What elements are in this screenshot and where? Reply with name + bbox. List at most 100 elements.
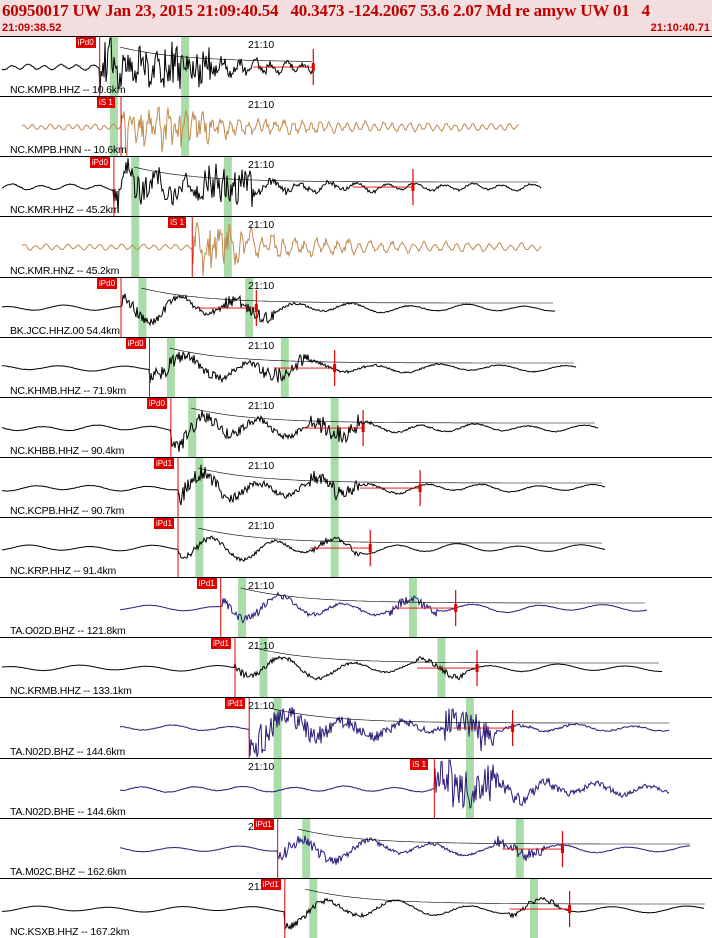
coda-curve xyxy=(269,708,670,724)
trace-panel[interactable]: 21:10 iPd0 NC.KMR.HHZ -- 45.2km xyxy=(0,156,712,218)
pick-flag[interactable]: iPd1 xyxy=(253,818,274,830)
phase-window xyxy=(138,277,147,338)
trace-panel[interactable]: 21:10 iPd1 NC.KCPB.HHZ -- 90.7km xyxy=(0,456,712,519)
waveform-trace xyxy=(2,464,606,506)
trace-panel[interactable]: 21:10 iS 1 TA.N02D.BHE -- 144.6km xyxy=(0,757,712,819)
pick-flag[interactable]: iPd0 xyxy=(75,37,96,48)
coda-curve xyxy=(304,888,705,905)
time-tick-label: 21:10 xyxy=(248,39,275,51)
time-tick-label: 21:10 xyxy=(248,159,275,172)
waveform-plot xyxy=(1,37,315,97)
channel-label: BK.JCC.HHZ.00 54.4km xyxy=(10,324,120,337)
phase-window xyxy=(309,878,318,938)
phase-window xyxy=(238,578,247,639)
waveform-trace xyxy=(119,759,670,809)
coda-curve xyxy=(297,828,690,845)
time-tick-label: 21:10 xyxy=(248,219,275,232)
pick-flag[interactable]: iS 1 xyxy=(410,758,429,770)
phase-window xyxy=(109,37,118,97)
time-tick-label: 21:10 xyxy=(248,640,275,653)
channel-label: NC.KSXB.HHZ -- 167.2km xyxy=(10,925,130,938)
time-tick-label: 21:10 xyxy=(248,700,275,713)
time-tick-label: 21:10 xyxy=(248,339,275,352)
channel-label: NC.KMPB.HNN -- 10.6km xyxy=(10,144,127,157)
trace-panel[interactable]: 21:10 iPd1 NC.KRP.HHZ -- 91.4km xyxy=(0,517,712,579)
pick-flag[interactable]: iS 1 xyxy=(168,217,187,229)
amplitude-marker-head xyxy=(418,483,422,492)
channel-label: NC.KRP.HHZ -- 91.4km xyxy=(10,565,117,578)
pick-flag[interactable]: iPd1 xyxy=(154,457,175,469)
waveform-plot xyxy=(1,397,599,458)
waveform-plot xyxy=(1,518,606,579)
waveform-plot xyxy=(2,878,705,938)
waveform-trace xyxy=(21,222,542,277)
channel-label: NC.KHMB.HHZ -- 71.9km xyxy=(10,384,126,397)
channel-label: TA.O02D.BHZ -- 121.8km xyxy=(10,625,126,638)
pick-flag[interactable]: iPd1 xyxy=(196,578,217,590)
pick-flag[interactable]: iPd0 xyxy=(146,397,167,409)
amplitude-marker-head xyxy=(454,604,458,613)
channel-label: NC.KCPB.HHZ -- 90.7km xyxy=(10,505,125,518)
pick-flag[interactable]: iPd0 xyxy=(97,277,118,289)
trace-panel[interactable]: 21:10 iPd0 NC.KHMB.HHZ -- 71.9km xyxy=(0,336,712,398)
coda-curve xyxy=(140,287,553,303)
phase-window xyxy=(181,97,190,158)
waveform-trace xyxy=(119,835,691,865)
amplitude-marker-head xyxy=(475,664,479,673)
window-end-time: 21:10:40.71 xyxy=(650,22,710,34)
amplitude-marker-head xyxy=(511,724,515,733)
trace-panel-list[interactable]: 21:10 iPd0 NC.KMPB.HHZ -- 10.6km 21:10 iS 1 N… xyxy=(0,36,712,938)
time-tick-label: 21:10 xyxy=(248,99,275,112)
phase-window xyxy=(109,97,118,158)
pick-flag[interactable]: iPd1 xyxy=(260,878,281,890)
trace-panel[interactable]: 21:10 iPd1 TA.N02D.BHZ -- 144.6km xyxy=(0,697,712,759)
amplitude-marker-head xyxy=(568,904,572,913)
waveform-plot xyxy=(1,337,577,398)
phase-window xyxy=(181,37,190,97)
amplitude-marker-head xyxy=(368,544,372,553)
trace-panel[interactable]: 21:10 iPd1 TA.O02D.BHZ -- 121.8km xyxy=(0,577,712,639)
pick-flag[interactable]: iPd0 xyxy=(89,157,110,169)
phase-window xyxy=(273,698,282,759)
event-title: 60950017 UW Jan 23, 2015 21:09:40.54 40.… xyxy=(2,1,650,20)
coda-curve xyxy=(190,407,595,424)
pick-flag[interactable]: iPd1 xyxy=(225,698,246,710)
phase-window xyxy=(302,818,311,879)
channel-label: NC.KMR.HNZ -- 45.2km xyxy=(10,264,120,277)
waveform-plot xyxy=(119,818,691,879)
time-tick-label: 21:10 xyxy=(248,279,275,292)
channel-label: NC.KRMB.HHZ -- 133.1km xyxy=(10,685,132,698)
coda-curve xyxy=(169,347,574,363)
waveform-trace xyxy=(21,106,520,157)
waveform-trace xyxy=(1,535,606,563)
coda-curve xyxy=(133,166,538,183)
time-tick-label: 21:10 xyxy=(248,580,275,593)
waveform-plot xyxy=(1,638,663,699)
pick-flag[interactable]: iPd1 xyxy=(210,638,231,650)
trace-panel[interactable]: 21:10 iPd0 NC.KMPB.HHZ -- 10.6km xyxy=(0,36,712,98)
trace-panel[interactable]: 21:10 iPd0 BK.JCC.HHZ.00 54.4km xyxy=(0,276,712,338)
pick-flag[interactable]: iPd1 xyxy=(154,518,175,530)
trace-panel[interactable]: 21:10 iS 1 NC.KMPB.HNN -- 10.6km xyxy=(0,96,712,158)
pick-flag[interactable]: iPd0 xyxy=(125,337,146,349)
pick-flag[interactable]: iS 1 xyxy=(97,97,115,109)
amplitude-marker-head xyxy=(560,844,564,853)
trace-panel[interactable]: 21:10 iPd0 NC.KHBB.HHZ -- 90.4km xyxy=(0,396,712,458)
waveform-plot xyxy=(120,698,670,759)
waveform-plot xyxy=(21,97,520,158)
channel-label: NC.KMR.HHZ -- 45.2km xyxy=(10,204,120,217)
trace-panel[interactable]: 21:10 iPd1 NC.KRMB.HHZ -- 133.1km xyxy=(0,637,712,699)
phase-window xyxy=(465,758,474,819)
amplitude-marker-head xyxy=(411,183,415,192)
waveform-plot xyxy=(1,277,556,338)
trace-panel[interactable]: 21:10 iS 1 NC.KMR.HNZ -- 45.2km xyxy=(0,216,712,278)
coda-curve xyxy=(240,587,645,604)
amplitude-marker-head xyxy=(333,363,337,372)
channel-label: TA.M02C.BHZ -- 162.6km xyxy=(10,865,127,878)
waveform-plot xyxy=(21,217,542,278)
phase-window xyxy=(195,457,204,518)
coda-curve xyxy=(254,648,659,664)
coda-curve xyxy=(119,46,312,62)
